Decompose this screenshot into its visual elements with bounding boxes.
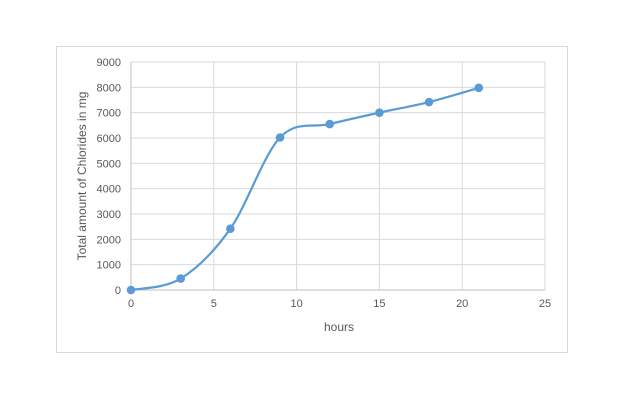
tick-label-layer: 0 1000 2000 3000 4000 5000 6000 7000 8000 9000 0 5 1… [97, 57, 552, 310]
y-tick-label: 2000 [97, 234, 121, 246]
x-tick-label: 15 [373, 298, 385, 310]
data-point [424, 97, 434, 107]
data-point-layer [126, 83, 484, 295]
x-tick-label: 5 [211, 298, 217, 310]
data-point [375, 108, 384, 117]
y-tick-label: 8000 [97, 82, 121, 94]
data-point [226, 224, 235, 233]
x-tick-label: 25 [539, 298, 551, 310]
y-axis-title: Total amount of Chlorides in mg [75, 92, 89, 261]
data-point [474, 83, 484, 93]
y-tick-label: 4000 [97, 184, 121, 196]
y-tick-label: 7000 [97, 108, 121, 120]
x-tick-label: 10 [290, 298, 302, 310]
chart-frame [56, 46, 568, 353]
x-tick-label: 0 [128, 298, 134, 310]
series-layer [129, 86, 480, 292]
data-point [176, 274, 185, 283]
data-point [126, 285, 136, 295]
x-axis-title: hours [324, 320, 354, 334]
x-tick-label: 20 [456, 298, 468, 310]
y-tick-label: 3000 [97, 209, 121, 221]
data-point [275, 133, 285, 142]
y-tick-label: 1000 [97, 260, 121, 272]
axis-layer [130, 62, 545, 291]
y-tick-label: 9000 [97, 57, 121, 69]
series-line-1 [129, 86, 480, 292]
y-tick-label: 6000 [97, 133, 121, 145]
data-point [325, 119, 335, 129]
y-tick-label: 5000 [97, 158, 121, 170]
y-tick-label: 0 [115, 285, 121, 297]
grid-layer [131, 61, 546, 290]
